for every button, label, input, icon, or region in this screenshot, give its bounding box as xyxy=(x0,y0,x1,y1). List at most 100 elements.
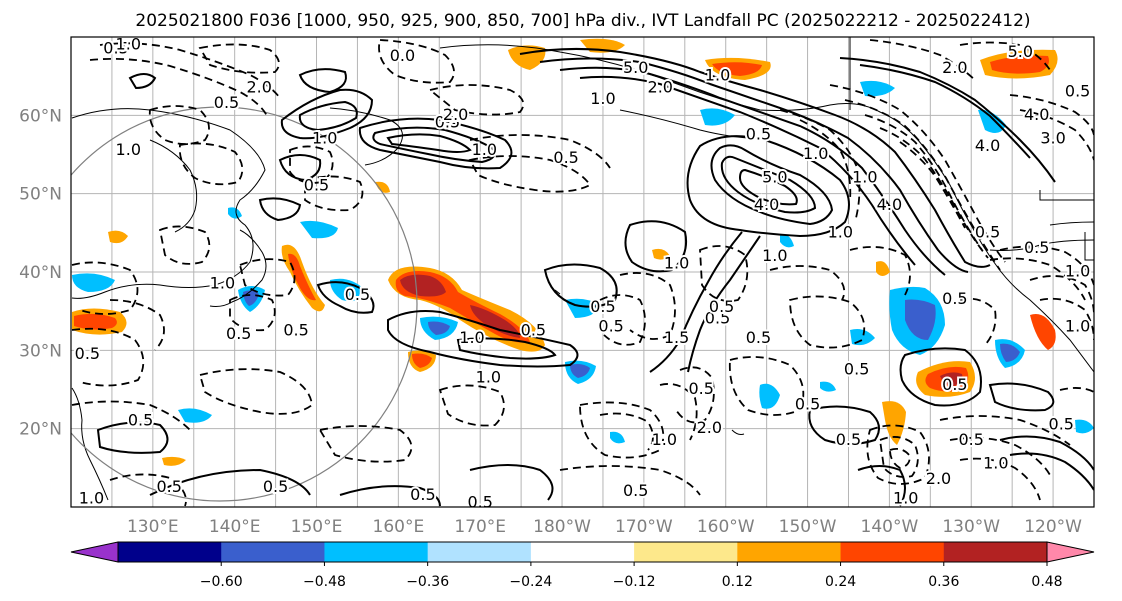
contour-line xyxy=(1029,275,1094,316)
contour-line xyxy=(839,57,1056,183)
contour-value-label: 0.5 xyxy=(590,297,615,316)
contour-value-label: 1.0 xyxy=(983,453,1008,472)
contour-value-label: 0.5 xyxy=(795,395,820,414)
contour-value-label: 0.5 xyxy=(553,148,578,167)
contour-line xyxy=(372,126,496,164)
contour-value-label: 1.0 xyxy=(828,222,853,241)
contour-line xyxy=(988,382,1055,412)
contour-line xyxy=(829,84,1006,263)
contour-line xyxy=(339,485,441,507)
longitude-tick-label: 180°W xyxy=(533,517,591,537)
contour-value-label: 4.0 xyxy=(1024,105,1049,124)
contour-line xyxy=(959,41,1051,71)
contour-line xyxy=(316,281,375,314)
contour-line xyxy=(71,261,139,315)
colorbar-swatch xyxy=(840,542,945,562)
contour-value-label: 0.5 xyxy=(304,175,329,194)
contour-value-label: 2.0 xyxy=(697,418,722,437)
contour-line xyxy=(469,134,611,169)
figure-title: 2025021800 F036 [1000, 950, 925, 900, 85… xyxy=(135,11,1030,31)
contour-value-label: 0.5 xyxy=(410,485,435,504)
contour-value-label: 5.0 xyxy=(623,58,648,77)
contour-line xyxy=(1009,94,1094,136)
contour-value-label: 1.0 xyxy=(664,254,689,273)
contour-value-label: 0.5 xyxy=(226,324,251,343)
positive-divergence-patch xyxy=(1030,314,1056,350)
contour-value-label: 0.5 xyxy=(1049,414,1074,433)
contour-line xyxy=(799,119,852,201)
positive-divergence-patch xyxy=(876,261,890,276)
positive-contours xyxy=(96,47,1094,507)
contour-line xyxy=(128,73,157,90)
contour-value-label: 4.0 xyxy=(877,195,902,214)
contour-value-label: 0.5 xyxy=(1024,238,1049,257)
longitude-axis: 130°E 140°E 150°E 160°E 170°E 180°W 170°W 160°W… xyxy=(127,517,1082,537)
latitude-tick-label: 60°N xyxy=(19,106,62,126)
contour-value-label: 0.5 xyxy=(128,410,153,429)
contour-value-label: 0.5 xyxy=(844,359,869,378)
colorbar: −0.60 −0.48 −0.36 −0.24 −0.12 0.12 0.24 0.36 0.4… xyxy=(70,541,1095,590)
contour-line xyxy=(889,447,911,469)
negative-divergence-patch xyxy=(850,329,875,346)
negative-divergence-patch xyxy=(228,207,242,219)
positive-divergence-patch xyxy=(108,230,128,244)
colorbar-swatch xyxy=(737,542,842,562)
contour-value-label: 1.0 xyxy=(312,128,337,147)
contour-line xyxy=(686,135,850,238)
contour-value-label: 1.0 xyxy=(652,430,677,449)
colorbar-swatch xyxy=(221,542,325,562)
contour-line xyxy=(949,436,1051,476)
longitude-tick-label: 140°W xyxy=(861,517,919,537)
contour-line xyxy=(178,142,244,186)
contour-line xyxy=(378,39,455,84)
contour-line xyxy=(899,347,982,407)
contour-line xyxy=(289,145,334,184)
contour-line xyxy=(675,366,715,424)
longitude-tick-label: 150°W xyxy=(779,517,837,537)
longitude-tick-label: 160°W xyxy=(697,517,755,537)
colorbar-frame xyxy=(117,541,1048,563)
contour-line xyxy=(687,235,761,373)
contour-line xyxy=(859,64,1031,159)
colorbar-tick-label: −0.24 xyxy=(509,574,552,590)
range-circle xyxy=(71,106,418,502)
contour-line xyxy=(89,57,269,119)
contour-line xyxy=(999,435,1094,471)
contour-value-label: 1.0 xyxy=(590,89,615,108)
contour-line xyxy=(1039,297,1094,341)
asia-coastline xyxy=(71,108,266,299)
negative-divergence-patch xyxy=(700,108,735,126)
positive-divergence-max xyxy=(400,274,446,297)
contour-value-label: 0.5 xyxy=(705,309,730,328)
contour-line xyxy=(959,457,1041,501)
contour-line xyxy=(738,168,798,206)
contour-line xyxy=(258,197,302,222)
contour-line xyxy=(869,39,976,81)
contour-value-label: 1.0 xyxy=(472,140,497,159)
contour-value-label: 0.5 xyxy=(521,320,546,339)
contour-value-label: 1.0 xyxy=(210,273,235,292)
colorbar-swatch xyxy=(324,542,429,562)
positive-divergence-patch xyxy=(940,372,963,386)
contour-line xyxy=(659,383,698,441)
contour-line xyxy=(939,415,1071,446)
contour-line xyxy=(109,473,187,507)
positive-divergence-patch xyxy=(412,353,432,368)
contour-value-label: 3.0 xyxy=(1040,128,1065,147)
shaded-divergence-field xyxy=(72,38,1094,466)
contour-line xyxy=(304,175,364,212)
positive-divergence-patch xyxy=(882,401,906,445)
positive-divergence-patch xyxy=(652,248,670,260)
contour-line xyxy=(599,294,646,346)
contour-value-label: 4.0 xyxy=(754,195,779,214)
contour-value-label: 2.0 xyxy=(942,58,967,77)
contour-value-label: 1.0 xyxy=(852,168,877,187)
contour-value-label: 0.5 xyxy=(103,38,128,57)
colorbar-swatch xyxy=(530,542,635,562)
negative-divergence-patch xyxy=(905,299,936,340)
map-frame xyxy=(70,36,1095,508)
island-outline xyxy=(554,289,561,295)
hawaii-islands xyxy=(731,429,745,435)
contour-value-label: 0.0 xyxy=(390,46,415,65)
